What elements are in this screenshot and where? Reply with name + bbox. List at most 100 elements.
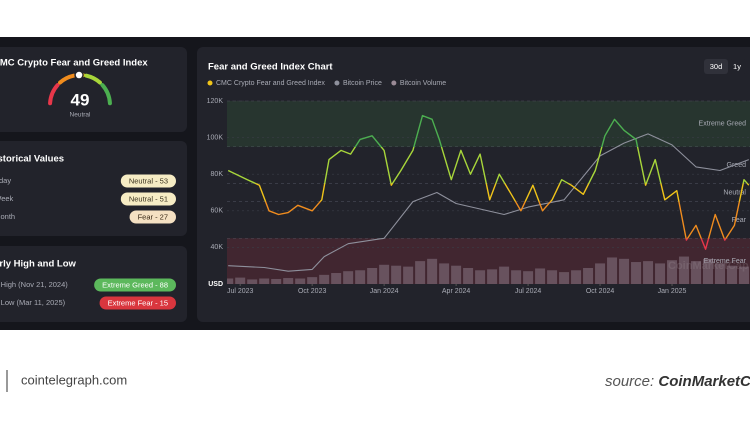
volume-bar bbox=[667, 260, 678, 284]
row-label: Yearly High (Nov 21, 2024) bbox=[0, 280, 68, 289]
volume-bar bbox=[655, 263, 666, 284]
volume-bar bbox=[571, 270, 582, 284]
range-button-label[interactable]: 30d bbox=[710, 62, 723, 71]
gauge-segment bbox=[48, 83, 60, 106]
row-label: Yesterday bbox=[0, 176, 11, 185]
badge bbox=[94, 278, 176, 292]
badge-label: Extreme Greed - 88 bbox=[102, 280, 168, 289]
volume-bar bbox=[511, 270, 522, 284]
gauge-card bbox=[0, 47, 187, 132]
volume-bar bbox=[643, 261, 654, 284]
volume-bar bbox=[391, 265, 402, 284]
gauge-title: CMC Crypto Fear and Greed Index bbox=[0, 58, 148, 69]
badge-label: Extreme Fear - 15 bbox=[108, 298, 168, 307]
volume-bar bbox=[295, 278, 306, 284]
legend-label: CMC Crypto Fear and Greed Index bbox=[216, 80, 325, 87]
footer-site: cointelegraph.com bbox=[21, 372, 127, 387]
gauge-segment bbox=[84, 73, 102, 85]
volume-bar bbox=[559, 272, 570, 284]
price-line bbox=[228, 133, 749, 272]
legend-dot bbox=[207, 80, 213, 86]
badge bbox=[120, 192, 176, 206]
gauge-indicator bbox=[74, 70, 84, 80]
x-tick-label: Jul 2023 bbox=[227, 288, 254, 295]
fear-greed-line bbox=[227, 114, 750, 250]
volume-bar bbox=[595, 263, 606, 284]
volume-bar bbox=[463, 267, 474, 284]
volume-bar bbox=[715, 263, 726, 284]
volume-bar bbox=[415, 261, 426, 284]
range-button[interactable] bbox=[729, 59, 747, 74]
plot: Extreme Fear Fear Neutral Greed Extreme Gree… bbox=[207, 98, 750, 295]
y-tick-label: 40K bbox=[211, 244, 224, 251]
badge-label: Neutral - 51 bbox=[129, 194, 168, 203]
volume-bar bbox=[427, 258, 438, 284]
volume-bar bbox=[227, 278, 234, 284]
volume-bar bbox=[439, 263, 450, 284]
historical-title: Historical Values bbox=[0, 154, 64, 165]
volume-bar bbox=[739, 266, 750, 284]
volume-bar bbox=[607, 257, 618, 284]
chart-title: Fear and Greed Index Chart bbox=[208, 62, 333, 73]
legend-dot bbox=[391, 80, 397, 86]
volume-bar bbox=[499, 266, 510, 284]
volume-bar bbox=[331, 273, 342, 284]
x-tick-label: Jul 2024 bbox=[515, 288, 542, 295]
zone-label: Fear bbox=[732, 217, 747, 224]
rows: Yesterday Neutral - 53 Last Week Neutral - … bbox=[0, 174, 176, 310]
legend-label: Bitcoin Volume bbox=[400, 80, 446, 87]
volume-bar bbox=[343, 271, 354, 284]
volume-bar bbox=[235, 277, 246, 284]
gauge-label: Neutral bbox=[70, 112, 92, 119]
volume-bar bbox=[523, 271, 534, 284]
badge bbox=[120, 174, 176, 188]
volume-bar bbox=[475, 270, 486, 284]
volume-bar bbox=[319, 274, 330, 284]
volume-bar bbox=[487, 269, 498, 284]
x-tick-label: Oct 2023 bbox=[298, 288, 327, 295]
badge-label: Fear - 27 bbox=[138, 212, 168, 221]
legend-label: Bitcoin Price bbox=[343, 80, 382, 87]
gauge bbox=[48, 70, 112, 106]
gauge-segment bbox=[58, 73, 76, 85]
yearly-title: Yearly High and Low bbox=[0, 259, 77, 270]
x-tick-label: Oct 2024 bbox=[586, 288, 615, 295]
source-prefix: source: bbox=[605, 373, 654, 390]
zone-band bbox=[227, 101, 750, 147]
range-button[interactable] bbox=[704, 59, 728, 74]
zone-band bbox=[227, 238, 750, 284]
badge bbox=[99, 296, 176, 310]
volume-bar bbox=[247, 279, 258, 284]
badge-label: Neutral - 53 bbox=[129, 176, 168, 185]
volume-bar bbox=[259, 278, 270, 284]
volume-bar bbox=[403, 266, 414, 284]
y-unit: USD bbox=[208, 281, 223, 288]
gauge-segment bbox=[100, 83, 112, 106]
range-button-label[interactable]: 1y bbox=[733, 62, 741, 71]
volume-bar bbox=[379, 264, 390, 284]
volume-bar bbox=[619, 258, 630, 284]
volume-bar bbox=[271, 278, 282, 284]
volume-bar bbox=[451, 265, 462, 284]
volume-bar bbox=[583, 267, 594, 284]
zone-label: Extreme Greed bbox=[699, 121, 747, 128]
volume-bar bbox=[691, 261, 702, 284]
footer-source: source: CoinMarketCap bbox=[605, 373, 750, 390]
volume-bar bbox=[355, 270, 366, 284]
volume-bar bbox=[727, 265, 738, 284]
plot-area bbox=[227, 114, 750, 284]
chart-card bbox=[197, 47, 750, 322]
x-tick-label: Jan 2025 bbox=[658, 288, 687, 295]
source-name: CoinMarketCap bbox=[658, 373, 750, 390]
volume-bar bbox=[283, 278, 294, 284]
zone-label: Greed bbox=[727, 162, 747, 169]
y-tick-label: 80K bbox=[211, 171, 224, 178]
volume-bar bbox=[631, 262, 642, 284]
volume-bar bbox=[703, 258, 714, 284]
row-label: Last Month bbox=[0, 212, 15, 221]
gauge-value: 49 bbox=[71, 90, 90, 109]
volume-bar bbox=[547, 270, 558, 284]
volume-bar bbox=[679, 256, 690, 284]
